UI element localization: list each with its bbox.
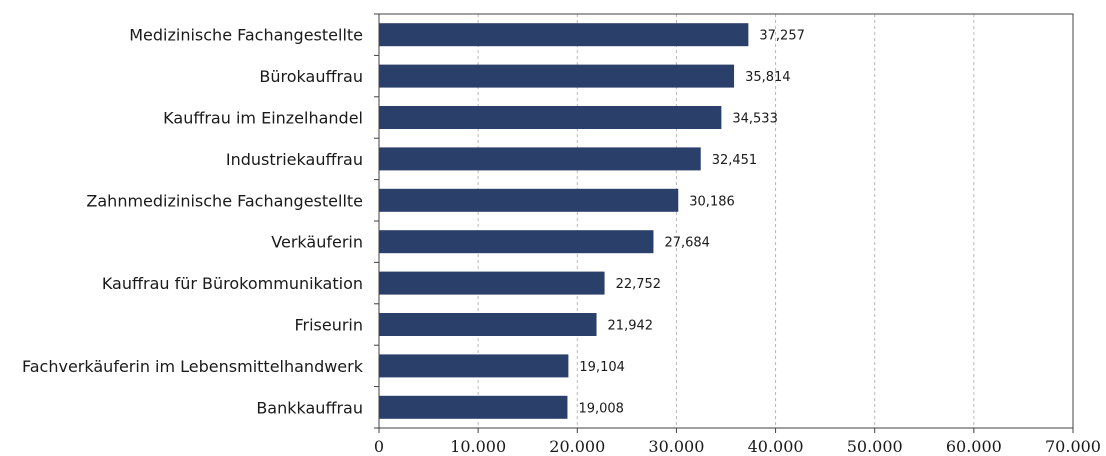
value-label: 37,257 — [759, 29, 805, 44]
value-label: 32,451 — [712, 153, 758, 168]
x-tick-label: 70.000 — [1045, 437, 1101, 456]
labels: 0 10.000 20.000 30.000 40.000 50.000 60.000 70.… — [22, 26, 1101, 456]
x-tick-label: 0 — [374, 437, 384, 456]
x-tick-label: 20.000 — [549, 437, 605, 456]
axes — [374, 13, 1074, 433]
bar — [379, 354, 569, 378]
bar — [379, 106, 722, 129]
category-label: Fachverkäuferin im Lebensmittelhandwerk — [22, 357, 364, 376]
value-label: 19,008 — [578, 401, 624, 416]
category-label: Medizinische Fachangestellte — [129, 26, 363, 45]
bar — [379, 395, 568, 419]
bar — [379, 313, 597, 336]
value-label: 35,814 — [745, 70, 791, 85]
value-label: 21,942 — [608, 319, 654, 334]
x-tick-label: 30.000 — [648, 437, 704, 456]
value-label: 19,104 — [579, 360, 625, 375]
x-tick-label: 40.000 — [748, 437, 804, 456]
category-label: Kauffrau für Bürokommunikation — [102, 274, 363, 293]
category-label: Bürokauffrau — [259, 67, 363, 86]
value-label: 34,533 — [732, 112, 778, 127]
bar — [379, 64, 735, 88]
category-label: Kauffrau im Einzelhandel — [163, 109, 363, 128]
category-label: Zahnmedizinische Fachangestellte — [86, 191, 363, 210]
bar — [379, 147, 701, 171]
value-label: 22,752 — [616, 277, 662, 292]
category-label: Verkäuferin — [271, 233, 363, 252]
category-label: Friseurin — [294, 316, 363, 335]
bars — [379, 23, 749, 419]
value-label: 30,186 — [689, 194, 735, 209]
bar — [379, 23, 749, 47]
bar — [379, 230, 654, 254]
value-label: 27,684 — [664, 236, 710, 251]
x-tick-label: 50.000 — [847, 437, 903, 456]
bar — [379, 271, 605, 295]
bar — [379, 188, 679, 212]
x-tick-label: 60.000 — [946, 437, 1002, 456]
category-label: Bankkauffrau — [256, 398, 363, 417]
category-label: Industriekauffrau — [226, 150, 363, 169]
x-tick-label: 10.000 — [450, 437, 506, 456]
